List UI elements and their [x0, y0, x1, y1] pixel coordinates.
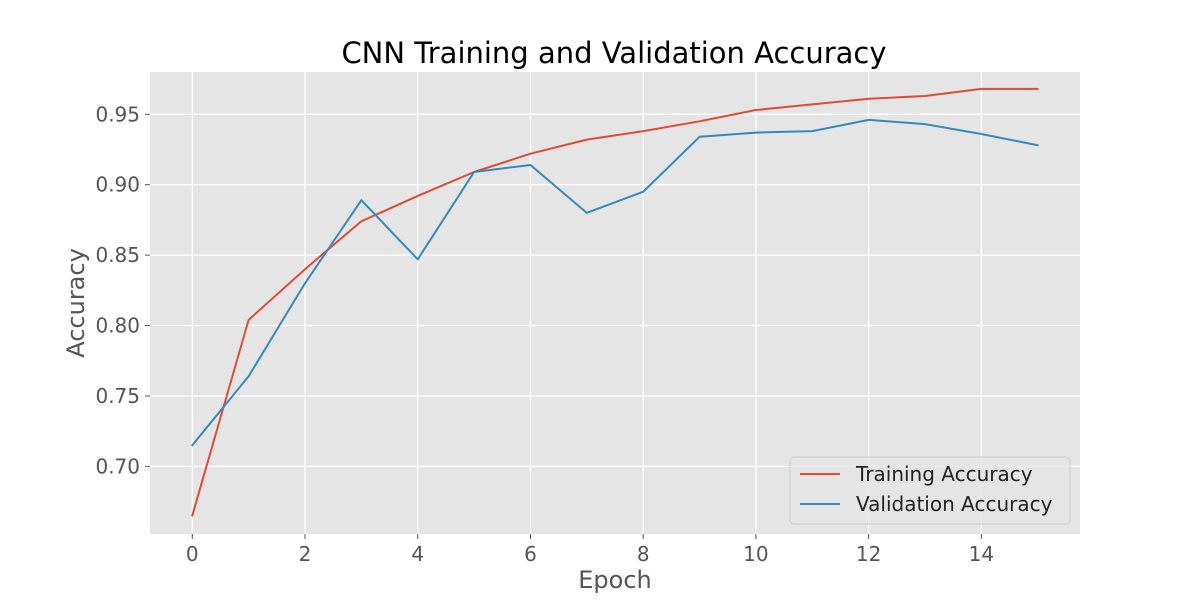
x-tick-label: 0	[186, 542, 199, 566]
chart-title: CNN Training and Validation Accuracy	[341, 36, 886, 70]
y-axis-ticks: 0.70 0.75 0.80 0.85 0.90 0.95	[95, 102, 150, 478]
series-line-validation-accuracy	[191, 118, 1039, 447]
grid-lines	[150, 72, 1080, 534]
legend-label-training-accuracy: Training Accuracy	[855, 462, 1033, 486]
legend-label-validation-accuracy: Validation Accuracy	[856, 492, 1053, 516]
y-tick-label: 0.70	[95, 454, 140, 478]
x-tick-label: 6	[524, 542, 537, 566]
y-tick-label: 0.95	[95, 102, 140, 126]
x-tick-label: 4	[411, 542, 424, 566]
y-axis-label: Accuracy	[62, 248, 90, 358]
y-tick-label: 0.85	[95, 243, 140, 267]
legend-box	[789, 456, 1071, 525]
series-layer	[191, 87, 1039, 517]
x-axis-label: Epoch	[578, 566, 652, 594]
y-tick-label: 0.90	[95, 173, 140, 197]
y-tick-label: 0.80	[95, 314, 140, 338]
series-line-training-accuracy	[191, 87, 1039, 517]
x-tick-label: 8	[637, 542, 650, 566]
x-tick-label: 10	[743, 542, 768, 566]
x-tick-label: 14	[969, 542, 994, 566]
x-tick-label: 2	[299, 542, 312, 566]
legend: Training Accuracy Validation Accuracy	[789, 456, 1071, 525]
y-tick-label: 0.75	[95, 384, 140, 408]
x-tick-label: 12	[856, 542, 881, 566]
x-axis-ticks: 0 2 4 6 8 10 12 14	[186, 534, 994, 566]
